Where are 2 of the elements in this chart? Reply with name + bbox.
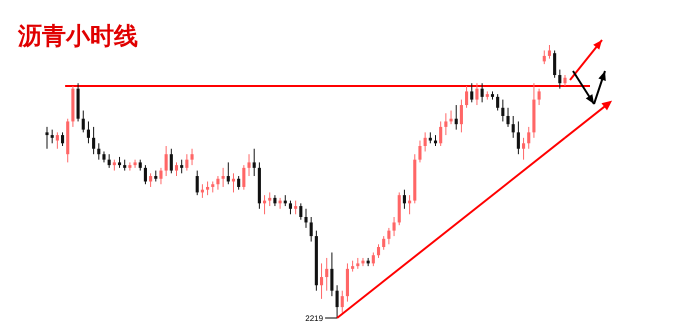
chart-title: 沥青小时线 [17, 21, 138, 50]
annotation: 2219 [305, 314, 324, 323]
